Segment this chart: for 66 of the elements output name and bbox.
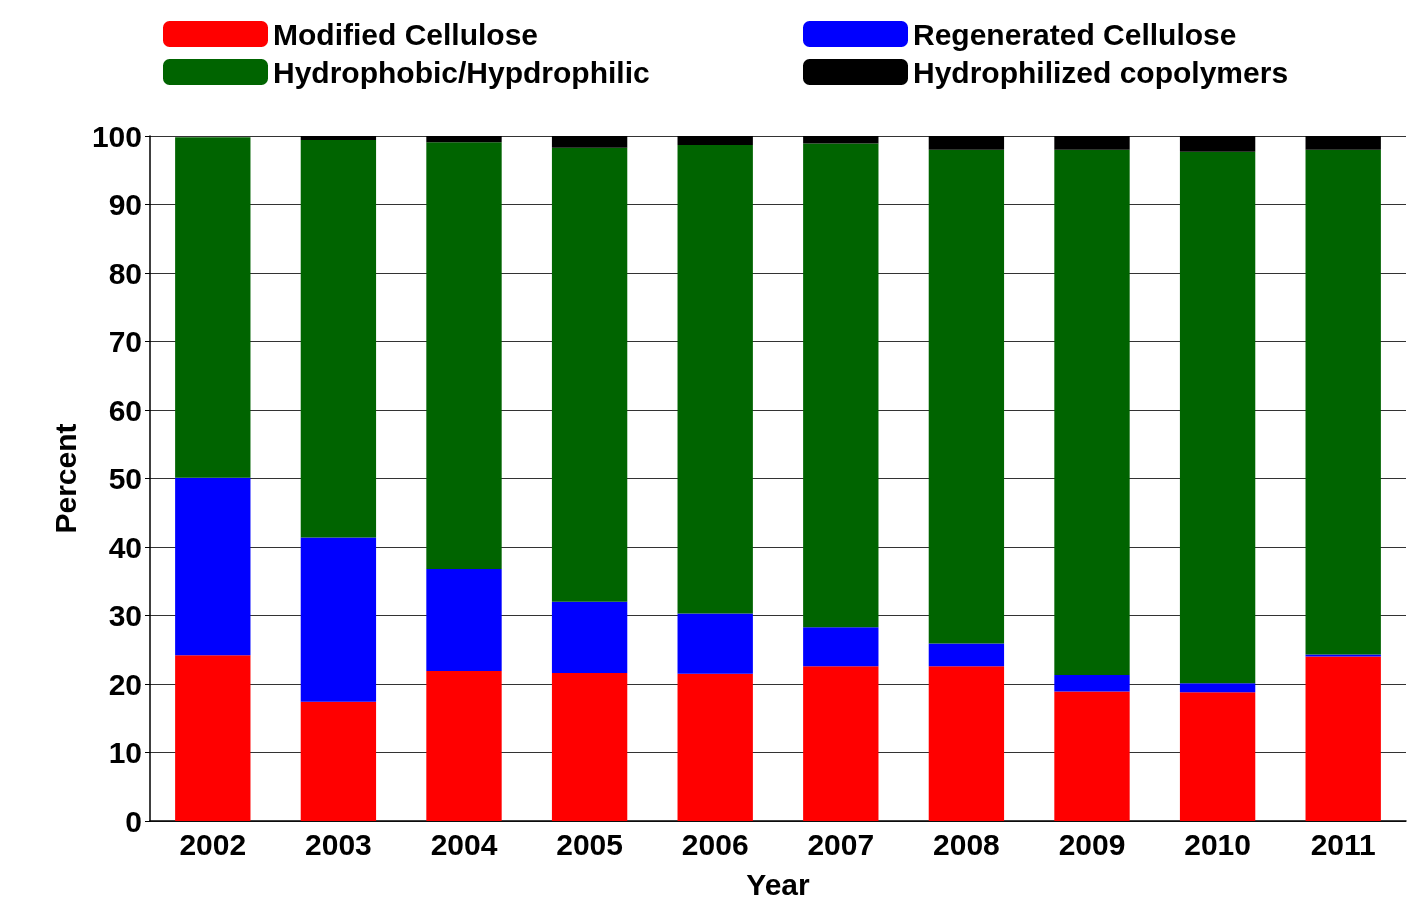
bar bbox=[1179, 136, 1256, 152]
bar bbox=[551, 136, 628, 148]
legend-label: Hydrophilized copolymers bbox=[913, 55, 1289, 89]
bar bbox=[1305, 136, 1381, 150]
x-tick-label: 2010 bbox=[1184, 827, 1251, 861]
y-tick-label: 70 bbox=[108, 325, 142, 358]
bar bbox=[677, 144, 753, 614]
bar bbox=[300, 140, 377, 538]
bar bbox=[551, 147, 628, 602]
y-tick-label: 10 bbox=[108, 736, 142, 769]
y-tick-label: 0 bbox=[125, 804, 142, 838]
y-tick-label: 90 bbox=[108, 188, 142, 221]
bar bbox=[928, 666, 1005, 821]
x-tick-label: 2008 bbox=[933, 827, 1000, 861]
y-tick-label: 30 bbox=[108, 599, 142, 632]
bar bbox=[300, 136, 377, 141]
bar bbox=[677, 673, 753, 821]
x-tick-label: 2009 bbox=[1058, 827, 1126, 861]
bar bbox=[1054, 675, 1130, 692]
x-tick-label: 2005 bbox=[556, 827, 623, 861]
legend-label: Modified Cellulose bbox=[273, 17, 539, 51]
bar bbox=[1054, 691, 1130, 821]
bar bbox=[1054, 149, 1130, 676]
bar bbox=[1054, 136, 1130, 150]
y-tick-label: 60 bbox=[108, 393, 142, 427]
bar bbox=[1305, 654, 1381, 657]
bar bbox=[426, 568, 502, 671]
bar bbox=[551, 601, 628, 674]
bar bbox=[1305, 656, 1381, 821]
x-tick-label: 2011 bbox=[1310, 827, 1376, 861]
y-tick-label: 100 bbox=[91, 119, 142, 153]
bar bbox=[1179, 683, 1256, 693]
x-tick-label: 2004 bbox=[430, 827, 498, 861]
y-tick-label: 80 bbox=[108, 256, 142, 290]
bar bbox=[300, 701, 377, 821]
bar bbox=[175, 655, 251, 821]
x-axis-title: Year bbox=[746, 867, 811, 901]
bar bbox=[426, 142, 502, 569]
y-tick-label: 20 bbox=[108, 667, 142, 701]
bar bbox=[928, 149, 1005, 644]
bar bbox=[803, 627, 879, 667]
bar bbox=[426, 136, 502, 143]
bar bbox=[175, 137, 251, 478]
bar bbox=[803, 666, 879, 821]
y-tick-label: 40 bbox=[108, 530, 142, 564]
bar bbox=[1179, 692, 1256, 821]
y-tick-label: 50 bbox=[108, 462, 142, 495]
bar bbox=[677, 136, 753, 145]
bar bbox=[928, 643, 1005, 667]
legend-label: Regenerated Cellulose bbox=[913, 17, 1237, 51]
y-axis-title: Percent bbox=[48, 423, 82, 534]
legend-label: Hydrophobic/Hypdrophilic bbox=[273, 55, 650, 89]
bar bbox=[551, 673, 628, 821]
bar bbox=[1179, 151, 1256, 684]
x-tick-label: 2006 bbox=[681, 827, 749, 861]
x-tick-label: 2007 bbox=[807, 827, 875, 861]
x-tick-label: 2002 bbox=[179, 827, 247, 861]
bar bbox=[928, 136, 1005, 150]
bar bbox=[300, 537, 377, 702]
bar bbox=[803, 136, 879, 144]
bar bbox=[175, 477, 251, 656]
x-tick-label: 2003 bbox=[305, 827, 372, 861]
bar bbox=[1305, 149, 1381, 655]
bar bbox=[803, 143, 879, 628]
bar bbox=[426, 670, 502, 821]
bar bbox=[677, 613, 753, 674]
